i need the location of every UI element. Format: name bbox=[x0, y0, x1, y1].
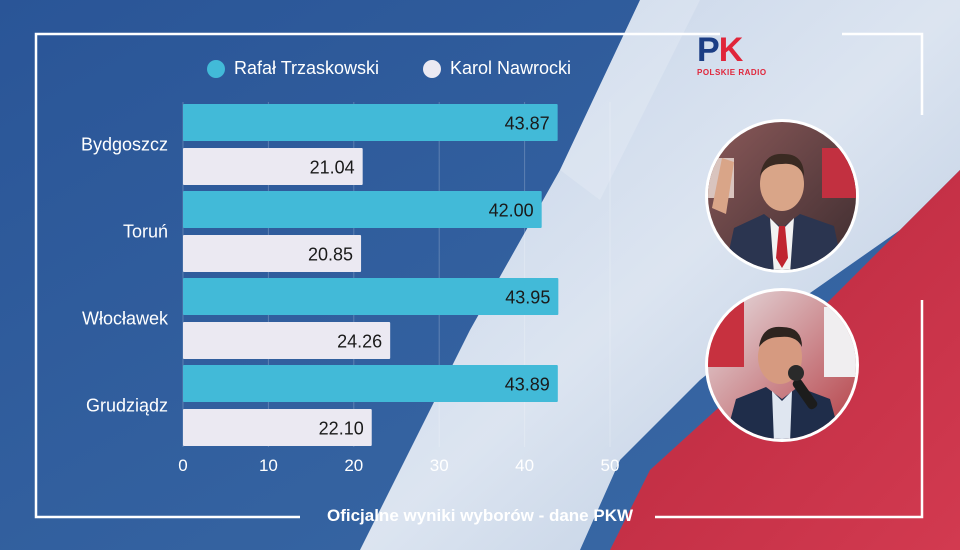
legend-item-nawrocki: Karol Nawrocki bbox=[423, 58, 571, 79]
data-label: 42.00 bbox=[489, 201, 534, 221]
legend-label-nawrocki: Karol Nawrocki bbox=[450, 58, 572, 78]
bar bbox=[183, 322, 391, 359]
logo-subtitle: POLSKIE RADIO bbox=[697, 68, 767, 77]
x-tick-label: 40 bbox=[515, 456, 534, 475]
bar bbox=[183, 191, 542, 228]
data-label: 43.89 bbox=[505, 375, 550, 395]
x-tick-label: 20 bbox=[344, 456, 363, 475]
data-label: 24.26 bbox=[337, 332, 382, 352]
polskie-radio-logo: PK POLSKIE RADIO bbox=[697, 32, 787, 77]
x-tick-label: 50 bbox=[601, 456, 620, 475]
data-label: 20.85 bbox=[308, 245, 353, 265]
flag-fold-highlight bbox=[560, 0, 700, 200]
x-tick-label: 30 bbox=[430, 456, 449, 475]
legend-label-trzaskowski: Rafał Trzaskowski bbox=[234, 58, 380, 78]
candidate-photo-nawrocki bbox=[705, 288, 859, 442]
category-label: Toruń bbox=[123, 222, 168, 242]
category-label: Włocławek bbox=[82, 309, 169, 329]
legend-item-trzaskowski: Rafał Trzaskowski bbox=[207, 58, 379, 79]
bar bbox=[183, 278, 559, 315]
data-label: 43.87 bbox=[505, 114, 550, 134]
data-label: 22.10 bbox=[319, 419, 364, 439]
candidate-photo-trzaskowski bbox=[705, 119, 859, 273]
x-tick-label: 0 bbox=[178, 456, 187, 475]
data-label: 21.04 bbox=[310, 158, 355, 178]
x-tick-label: 10 bbox=[259, 456, 278, 475]
bar bbox=[183, 365, 558, 402]
bar bbox=[183, 409, 372, 446]
logo-mark: PK bbox=[697, 31, 743, 69]
bar bbox=[183, 148, 363, 185]
bar bbox=[183, 104, 558, 141]
legend-swatch-trzaskowski bbox=[207, 59, 225, 78]
footer-caption: Oficjalne wyniki wyborów - dane PKW bbox=[326, 506, 634, 525]
category-label: Grudziądz bbox=[86, 396, 168, 416]
bar bbox=[183, 235, 362, 272]
data-label: 43.95 bbox=[505, 288, 550, 308]
legend-swatch-nawrocki bbox=[423, 59, 441, 78]
category-label: Bydgoszcz bbox=[81, 135, 168, 155]
